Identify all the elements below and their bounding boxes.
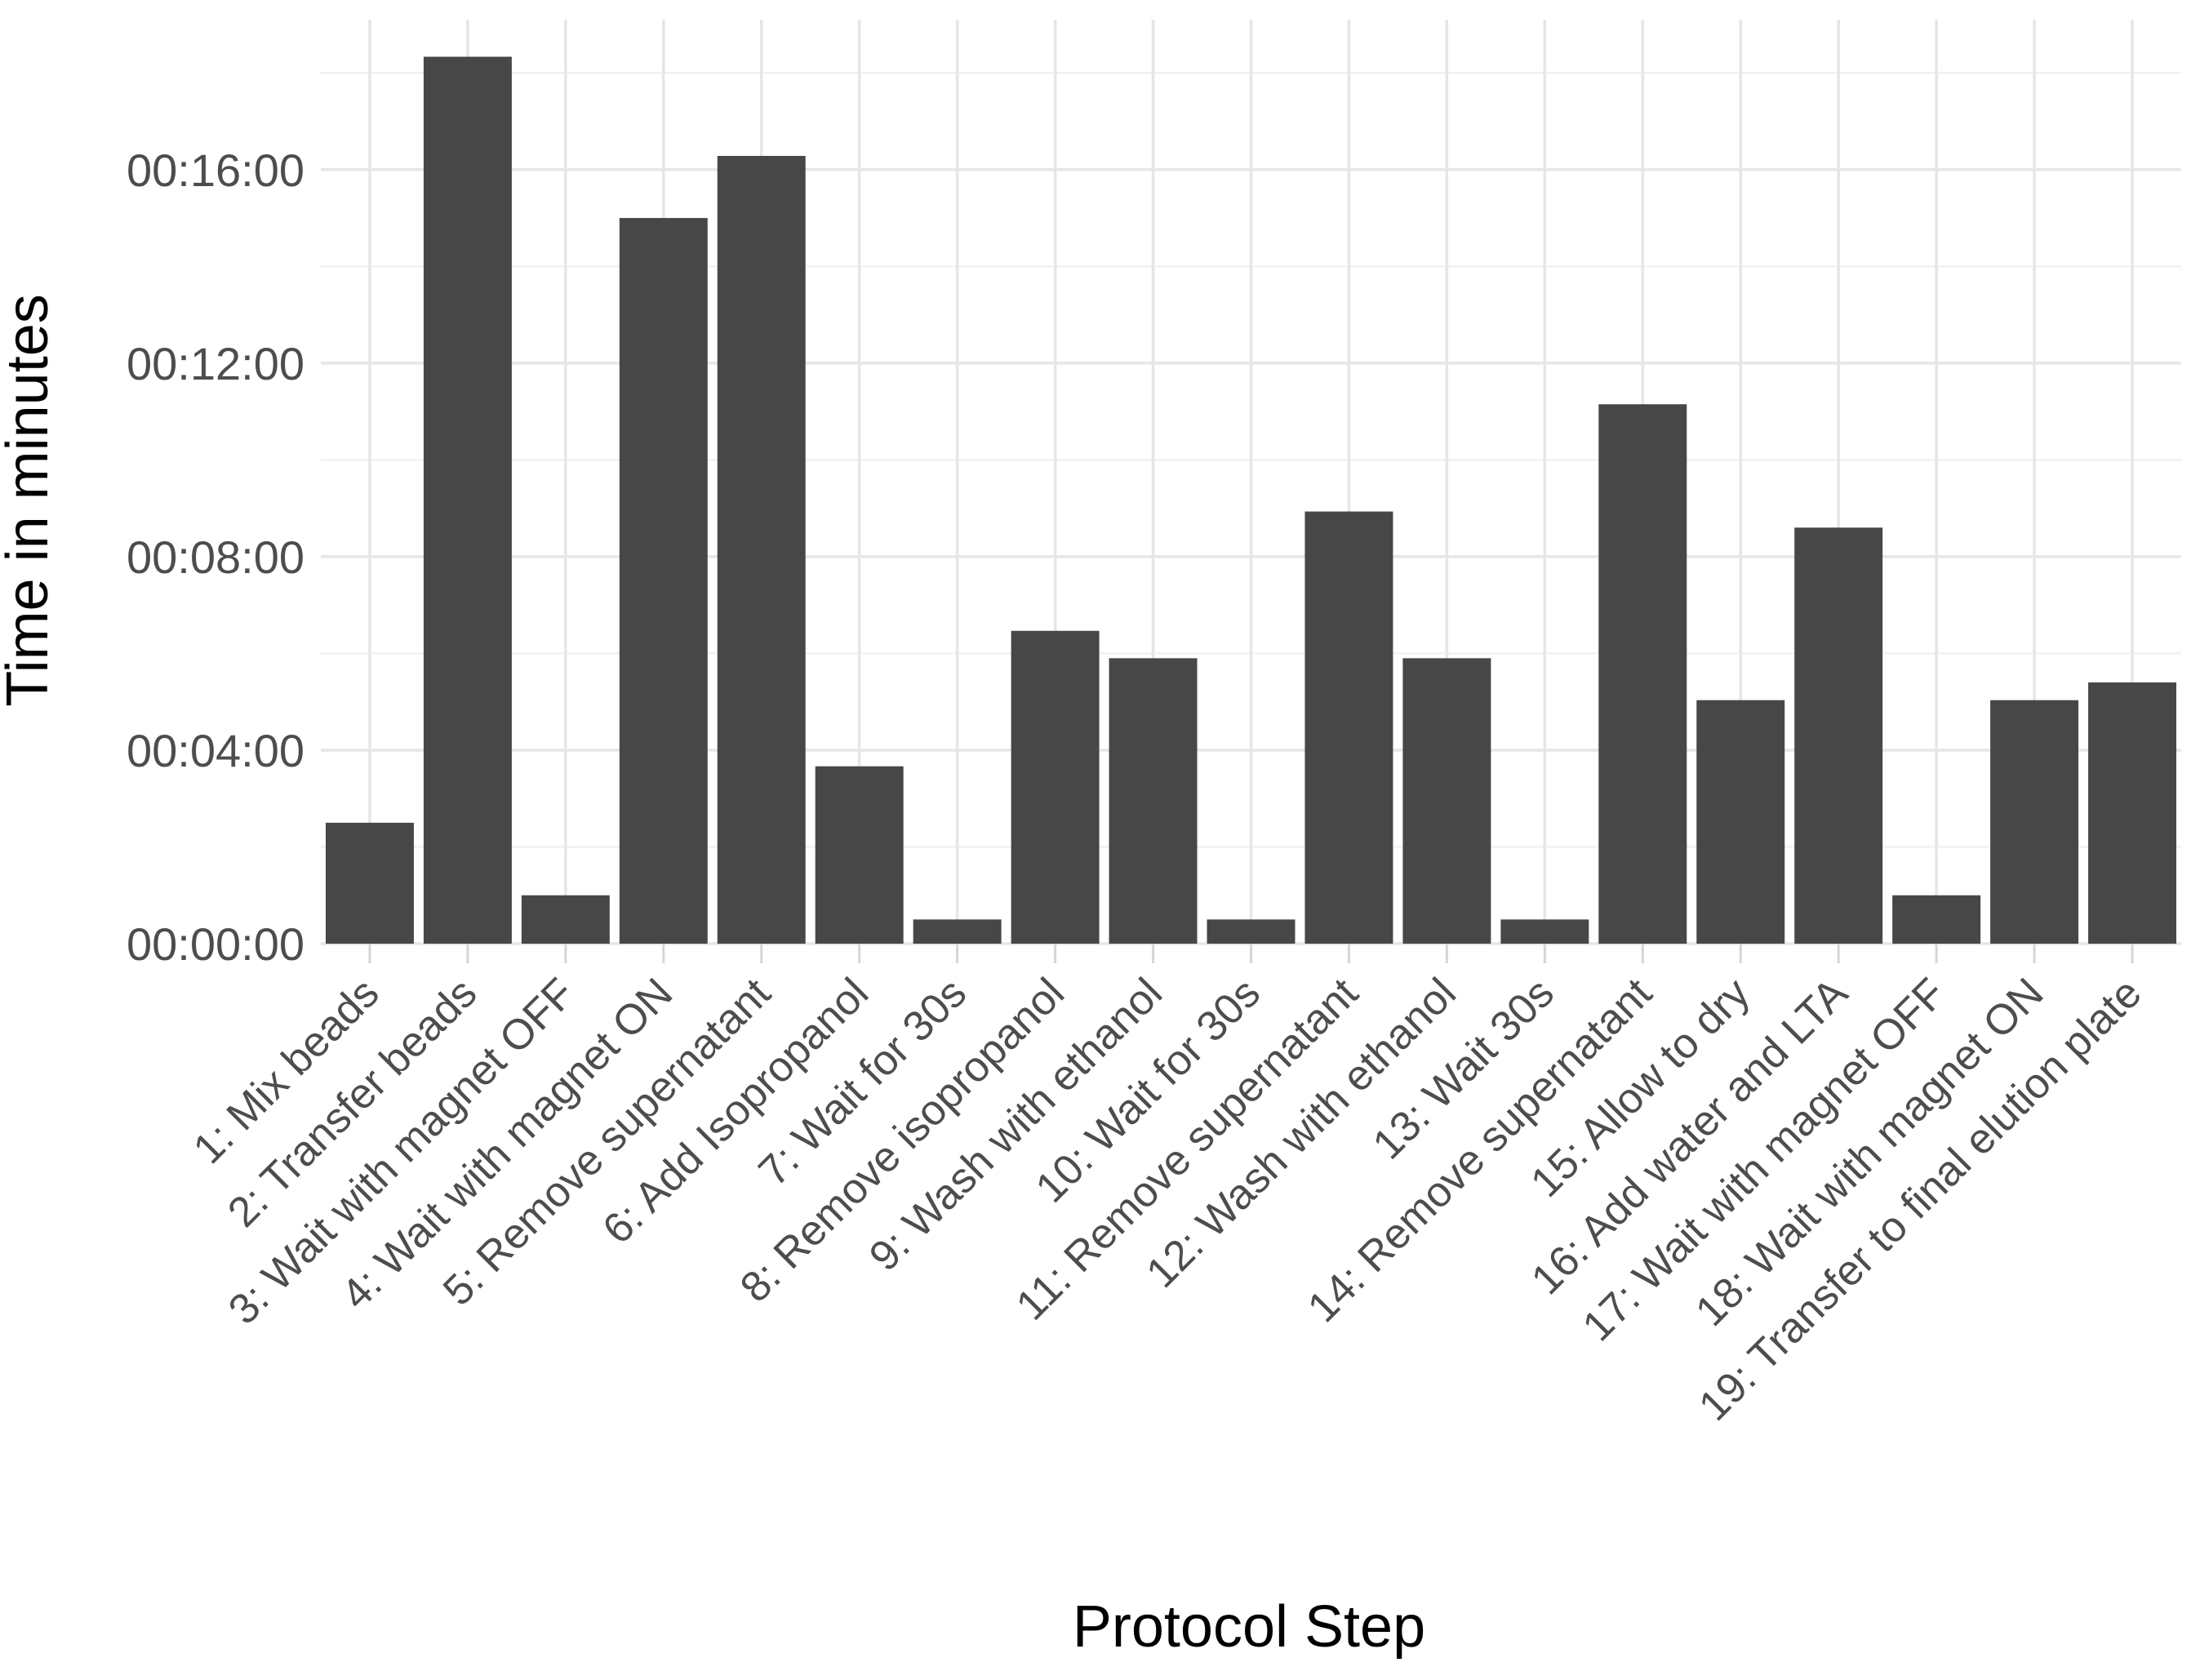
bar [815,766,904,944]
x-axis-ticks [368,944,2134,963]
y-axis-title: Time in minutes [0,294,60,706]
bar [1892,895,1981,944]
y-tick-label: 00:12:00 [127,338,304,389]
bar [1500,919,1589,944]
bar [2088,682,2177,944]
bar [1598,404,1687,944]
bar [521,895,610,944]
bar [423,56,512,944]
bar [1109,658,1198,944]
bar [1696,700,1785,944]
bar [325,822,414,944]
bar [1794,527,1883,944]
bar [717,155,806,944]
bar [1990,700,2079,944]
y-axis-ticks: 00:00:00 00:04:00 00:08:00 00:12:00 00:16:00 [127,144,304,970]
bar [1011,630,1100,944]
bars [325,56,2177,944]
y-tick-label: 00:00:00 [127,918,304,970]
y-tick-label: 00:04:00 [127,725,304,776]
bar [1207,919,1296,944]
bar [619,218,708,944]
y-tick-label: 00:16:00 [127,144,304,196]
bar [913,919,1002,944]
x-axis-title: Protocol Step [1073,1594,1425,1660]
y-tick-label: 00:08:00 [127,531,304,583]
bar [1304,511,1393,944]
bar [1402,658,1491,944]
